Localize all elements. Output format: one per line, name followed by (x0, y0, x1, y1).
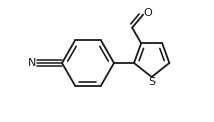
Text: S: S (148, 77, 155, 87)
Text: N: N (28, 58, 36, 68)
Text: O: O (144, 8, 153, 18)
